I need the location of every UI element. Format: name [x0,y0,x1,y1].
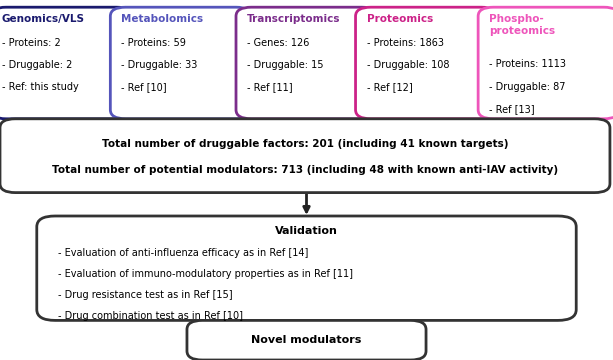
Text: - Druggable: 33: - Druggable: 33 [121,60,198,70]
FancyBboxPatch shape [37,216,576,320]
Text: - Ref [11]: - Ref [11] [247,82,292,93]
Text: Transcriptomics: Transcriptomics [247,14,341,24]
Text: Total number of druggable factors: 201 (including 41 known targets): Total number of druggable factors: 201 (… [102,139,508,149]
Text: Metabolomics: Metabolomics [121,14,204,24]
FancyBboxPatch shape [478,7,613,119]
Text: - Druggable: 2: - Druggable: 2 [2,60,72,70]
Text: - Proteins: 1863: - Proteins: 1863 [367,38,444,48]
FancyBboxPatch shape [0,119,610,193]
Text: - Ref [13]: - Ref [13] [489,104,535,114]
FancyBboxPatch shape [0,7,132,119]
Text: - Evaluation of immuno-modulatory properties as in Ref [11]: - Evaluation of immuno-modulatory proper… [58,269,353,279]
Text: - Proteins: 2: - Proteins: 2 [2,38,61,48]
Text: Novel modulators: Novel modulators [251,335,362,345]
Text: - Ref: this study: - Ref: this study [2,82,78,93]
Text: Proteomics: Proteomics [367,14,433,24]
Text: Validation: Validation [275,226,338,236]
Text: Total number of potential modulators: 713 (including 48 with known anti-IAV acti: Total number of potential modulators: 71… [52,165,558,175]
FancyBboxPatch shape [236,7,377,119]
Text: - Drug combination test as in Ref [10]: - Drug combination test as in Ref [10] [58,311,243,321]
Text: - Druggable: 108: - Druggable: 108 [367,60,449,70]
FancyBboxPatch shape [110,7,251,119]
Text: - Drug resistance test as in Ref [15]: - Drug resistance test as in Ref [15] [58,290,233,300]
Text: - Proteins: 59: - Proteins: 59 [121,38,186,48]
Text: - Druggable: 15: - Druggable: 15 [247,60,324,70]
Text: - Proteins: 1113: - Proteins: 1113 [489,59,566,69]
Text: - Evaluation of anti-influenza efficacy as in Ref [14]: - Evaluation of anti-influenza efficacy … [58,248,308,258]
FancyBboxPatch shape [356,7,497,119]
Text: - Ref [10]: - Ref [10] [121,82,167,93]
Text: Phospho-
proteomics: Phospho- proteomics [489,14,555,36]
Text: - Druggable: 87: - Druggable: 87 [489,82,566,92]
Text: - Genes: 126: - Genes: 126 [247,38,310,48]
Text: - Ref [12]: - Ref [12] [367,82,413,93]
FancyBboxPatch shape [187,320,426,360]
Text: Genomics/VLS: Genomics/VLS [2,14,85,24]
